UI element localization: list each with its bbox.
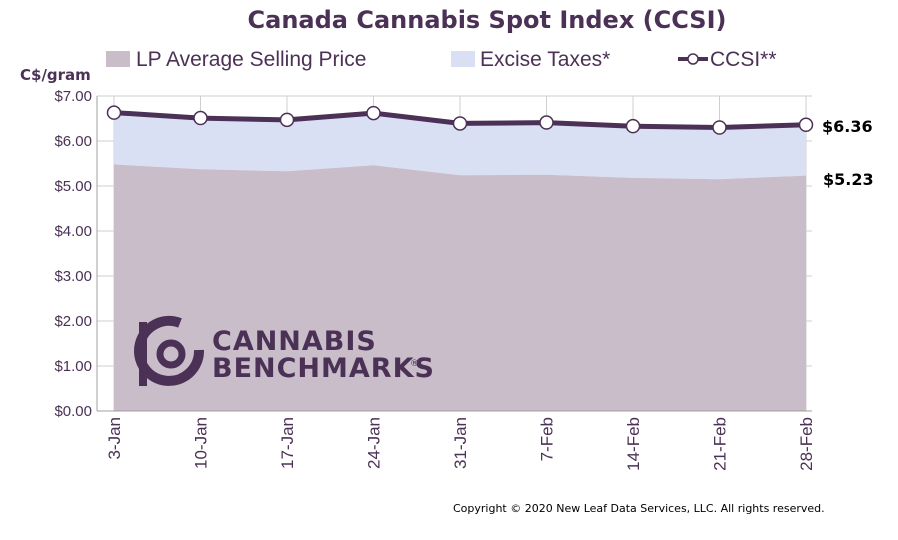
legend: LP Average Selling Price Excise Taxes* C… xyxy=(106,48,777,71)
ccsi-point xyxy=(798,117,814,133)
y-tick-label: $2.00 xyxy=(54,313,92,330)
ccsi-point xyxy=(625,118,641,134)
x-tick-label: 3-Jan xyxy=(105,417,124,460)
end-label-ccsi: $6.36 xyxy=(822,117,873,136)
y-tick-label: $3.00 xyxy=(54,268,92,285)
y-tick-label: $1.00 xyxy=(54,358,92,375)
ccsi-point xyxy=(712,120,727,135)
y-tick-label: $0.00 xyxy=(54,403,92,420)
y-axis-unit-label: C$/gram xyxy=(20,66,91,84)
ccsi-point xyxy=(366,105,381,121)
ccsi-point xyxy=(193,110,208,126)
end-label-lp-price: $5.23 xyxy=(823,170,874,189)
x-tick-label: 7-Feb xyxy=(538,417,557,461)
watermark-line1: CANNABIS xyxy=(212,326,377,357)
legend-swatch-excise xyxy=(451,51,475,67)
cannabis-benchmarks-logo-icon xyxy=(134,315,205,386)
copyright-notice: Copyright © 2020 New Leaf Data Services,… xyxy=(453,502,825,515)
y-tick-label: $6.00 xyxy=(54,133,92,150)
x-tick-label: 10-Jan xyxy=(192,417,211,469)
watermark-line2: BENCHMARKS xyxy=(212,353,435,384)
watermark-registered-mark: ® xyxy=(410,359,419,369)
ccsi-point xyxy=(539,115,554,130)
chart-title: Canada Cannabis Spot Index (CCSI) xyxy=(248,6,727,34)
legend-entry-lp-price: LP Average Selling Price xyxy=(106,48,366,71)
legend-label-ccsi: CCSI** xyxy=(710,48,777,71)
legend-label-lp-price: LP Average Selling Price xyxy=(136,48,366,71)
area-lp-average-selling-price xyxy=(114,164,806,411)
x-tick-label: 31-Jan xyxy=(451,417,470,469)
legend-swatch-lp-price xyxy=(106,51,130,67)
legend-entry-excise: Excise Taxes* xyxy=(451,48,610,71)
ccsi-point xyxy=(279,112,295,128)
y-tick-label: $5.00 xyxy=(54,178,92,195)
y-axis-ticks: $0.00 $1.00 $2.00 $3.00 $4.00 $5.00 $6.00 $7.00 xyxy=(54,88,92,420)
ccsi-point xyxy=(452,116,468,131)
legend-label-excise: Excise Taxes* xyxy=(480,48,610,71)
legend-marker-ccsi xyxy=(687,53,699,65)
ccsi-point xyxy=(106,105,122,120)
x-tick-label: 21-Feb xyxy=(711,417,730,471)
watermark-logo: CANNABIS BENCHMARKS ® xyxy=(134,315,435,386)
x-tick-label: 17-Jan xyxy=(278,417,297,469)
x-tick-label: 28-Feb xyxy=(797,417,816,471)
y-tick-label: $4.00 xyxy=(54,223,92,240)
x-tick-label: 14-Feb xyxy=(624,417,643,471)
ccsi-line-series xyxy=(106,105,814,135)
x-axis: 3-Jan 10-Jan 17-Jan 24-Jan 31-Jan 7-Feb 14-Feb… xyxy=(96,96,816,471)
x-tick-label: 24-Jan xyxy=(365,417,384,469)
y-tick-label: $7.00 xyxy=(54,88,92,105)
legend-entry-ccsi: CCSI** xyxy=(678,48,777,71)
